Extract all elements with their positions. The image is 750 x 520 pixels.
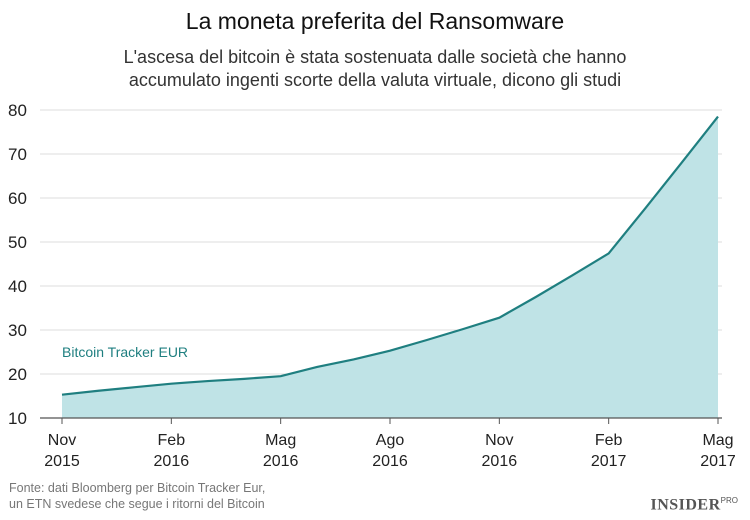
x-tick-label-month: Nov <box>485 432 513 449</box>
chart-subtitle: L'ascesa del bitcoin è stata sostenuata … <box>0 46 750 92</box>
series-line <box>61 115 719 396</box>
subtitle-line-2: accumulato ingenti scorte della valuta v… <box>128 70 622 90</box>
x-tick-label-year: 2017 <box>700 453 736 470</box>
y-tick-label: 80 <box>8 101 27 120</box>
y-tick-label: 50 <box>8 233 27 252</box>
gridlines <box>40 109 722 375</box>
x-tick-label-month: Mag <box>265 432 296 449</box>
x-tick-label-month: Feb <box>158 432 186 449</box>
x-tick-label-month: Nov <box>48 432 76 449</box>
x-tick-label-year: 2016 <box>263 453 299 470</box>
y-tick-label: 30 <box>8 321 27 340</box>
x-tick-label-year: 2016 <box>372 453 408 470</box>
brand-name: INSIDER <box>650 496 721 514</box>
source-line-1: Fonte: dati Bloomberg per Bitcoin Tracke… <box>9 481 266 495</box>
series-area-fill <box>62 116 718 418</box>
x-tick-label-year: 2017 <box>591 453 627 470</box>
source-line-2: un ETN svedese che segue i ritorni del B… <box>9 497 265 511</box>
series-label: Bitcoin Tracker EUR <box>62 344 188 360</box>
y-tick-label: 70 <box>8 145 27 164</box>
source-note: Fonte: dati Bloomberg per Bitcoin Tracke… <box>9 480 265 512</box>
x-tick-label-year: 2016 <box>154 453 190 470</box>
chart-title: La moneta preferita del Ransomware <box>185 8 565 34</box>
brand-suffix: PRO <box>720 496 738 505</box>
x-tick-label-year: 2015 <box>44 453 80 470</box>
x-tick-label-month: Ago <box>376 432 405 449</box>
y-tick-label: 40 <box>8 277 27 296</box>
x-axis-ticks: Nov 2015 Feb 2016 Mag 2016 Ago 2016 Nov 2016 Feb 20… <box>44 418 736 470</box>
insider-pro-logo: INSIDERPRO <box>650 496 738 514</box>
x-tick-label-year: 2016 <box>482 453 518 470</box>
subtitle-line-1: L'ascesa del bitcoin è stata sostenuata … <box>123 47 627 67</box>
x-tick-label-month: Feb <box>595 432 623 449</box>
y-axis-labels: 10 20 30 40 50 60 70 80 <box>8 101 27 428</box>
y-tick-label: 20 <box>8 365 27 384</box>
x-tick-label-month: Mag <box>702 432 733 449</box>
y-tick-label: 60 <box>8 189 27 208</box>
y-tick-label: 10 <box>8 409 27 428</box>
